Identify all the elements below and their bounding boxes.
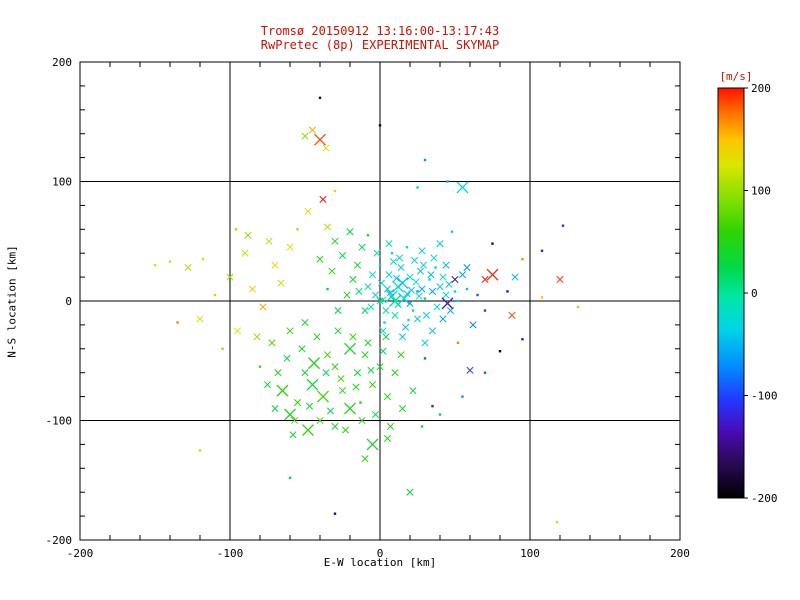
axis-ticks: -200 -100 0 100 200 -200 -100 0 100 200 bbox=[46, 56, 690, 560]
svg-text:200: 200 bbox=[670, 547, 690, 560]
chart-subtitle: RwPretec (8p) EXPERIMENTAL SKYMAP bbox=[260, 38, 500, 52]
svg-text:0: 0 bbox=[377, 547, 384, 560]
svg-text:-200: -200 bbox=[46, 534, 73, 547]
plot-frame bbox=[79, 61, 681, 541]
chart-title: Tromsø 20150912 13:16:00-13:17:43 bbox=[260, 24, 500, 38]
svg-text:0: 0 bbox=[751, 287, 758, 300]
svg-text:-100: -100 bbox=[217, 547, 244, 560]
colorbar: 200 100 0 -100 -200 bbox=[717, 82, 778, 505]
svg-text:200: 200 bbox=[751, 82, 771, 95]
scatter-points bbox=[153, 96, 580, 524]
colorbar-unit-label: [m/s] bbox=[719, 70, 753, 83]
svg-text:-100: -100 bbox=[751, 390, 778, 403]
svg-text:-200: -200 bbox=[751, 492, 778, 505]
svg-text:200: 200 bbox=[52, 56, 72, 69]
svg-text:0: 0 bbox=[65, 295, 72, 308]
svg-text:100: 100 bbox=[520, 547, 540, 560]
svg-text:-200: -200 bbox=[67, 547, 94, 560]
y-axis-label: N-S location [km] bbox=[5, 245, 19, 358]
svg-text:100: 100 bbox=[52, 176, 72, 189]
svg-text:100: 100 bbox=[751, 185, 771, 198]
svg-text:-100: -100 bbox=[46, 415, 73, 428]
x-axis-label: E-W location [km] bbox=[323, 556, 437, 569]
